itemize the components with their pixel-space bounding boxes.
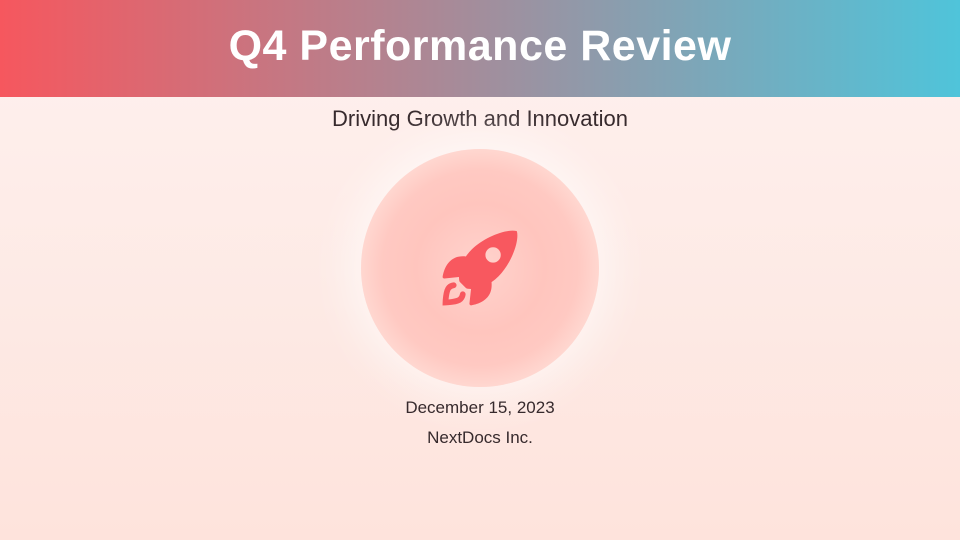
- slide-company: NextDocs Inc.: [427, 428, 533, 447]
- hero-glow-circle: [361, 149, 599, 387]
- rocket-icon: [442, 230, 518, 306]
- slide-date: December 15, 2023: [405, 398, 555, 417]
- slide-title: Q4 Performance Review: [228, 22, 732, 70]
- slide-subtitle: Driving Growth and Innovation: [332, 106, 628, 131]
- slide-body: Driving Growth and Innovation December 1…: [0, 97, 960, 540]
- header-banner: Q4 Performance Review: [0, 0, 960, 97]
